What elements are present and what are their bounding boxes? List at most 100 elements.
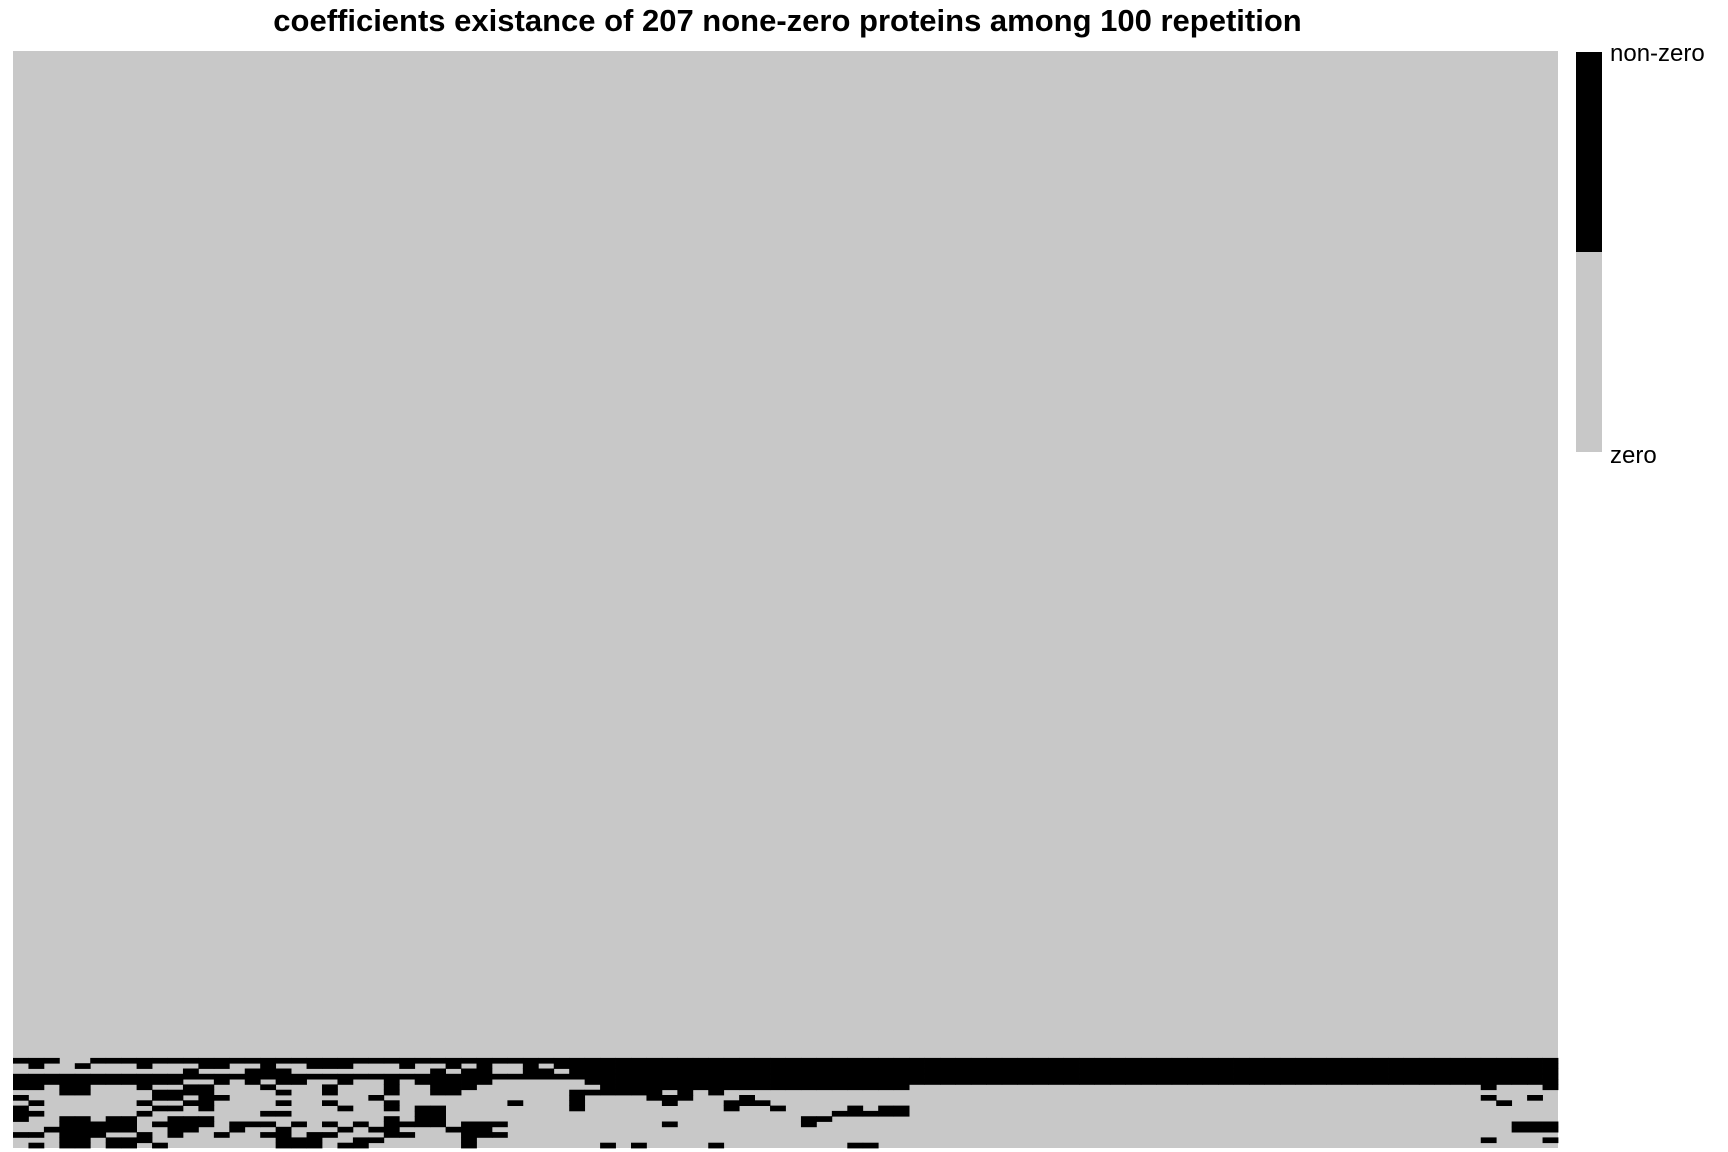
heatmap-cell-non-zero <box>940 1073 956 1080</box>
heatmap-cell-non-zero <box>461 1142 477 1149</box>
heatmap-cell-non-zero <box>816 1063 833 1069</box>
heatmap-cell-non-zero <box>631 1084 647 1091</box>
heatmap-cell-non-zero <box>491 1057 508 1064</box>
heatmap-cell-non-zero <box>1388 1063 1404 1069</box>
heatmap-cell-non-zero <box>476 1068 493 1075</box>
heatmap-cell-non-zero <box>909 1057 925 1064</box>
heatmap-cell-non-zero <box>461 1137 477 1144</box>
heatmap-cell-non-zero <box>862 1063 879 1069</box>
heatmap-cell-non-zero <box>739 1063 755 1069</box>
heatmap-cell-non-zero <box>1449 1057 1466 1064</box>
heatmap-cell-non-zero <box>1063 1079 1080 1085</box>
heatmap-cell-non-zero <box>1001 1057 1018 1064</box>
heatmap-cell-non-zero <box>1511 1121 1528 1128</box>
heatmap-cell-non-zero <box>646 1068 663 1075</box>
heatmap-cell-non-zero <box>1032 1068 1049 1075</box>
heatmap-cell-non-zero <box>121 1121 137 1128</box>
heatmap-cell-non-zero <box>306 1057 323 1064</box>
heatmap-cell-non-zero <box>1480 1084 1497 1091</box>
heatmap-cell-non-zero <box>461 1068 477 1075</box>
heatmap-cell-non-zero <box>167 1095 184 1101</box>
heatmap-cell-non-zero <box>708 1057 725 1064</box>
heatmap-cell-non-zero <box>167 1116 184 1122</box>
heatmap-cell-non-zero <box>1341 1079 1358 1085</box>
heatmap-cell-non-zero <box>105 1073 122 1080</box>
heatmap-cell-non-zero <box>59 1116 76 1122</box>
heatmap-cell-non-zero <box>59 1126 76 1133</box>
heatmap-cell-non-zero <box>90 1126 107 1133</box>
heatmap-cell-non-zero <box>1542 1121 1559 1128</box>
heatmap-cell-non-zero <box>1357 1057 1373 1064</box>
heatmap-cell-non-zero <box>1264 1063 1281 1069</box>
heatmap-cell-non-zero <box>569 1063 586 1069</box>
heatmap-cell-non-zero <box>754 1057 771 1064</box>
chart-title: coefficients existance of 207 none-zero … <box>273 3 1302 38</box>
heatmap-cell-non-zero <box>1418 1073 1435 1080</box>
heatmap-cell-non-zero <box>646 1089 663 1096</box>
heatmap-cell-non-zero <box>28 1142 45 1149</box>
heatmap-cell-non-zero <box>213 1057 230 1064</box>
heatmap-cell-non-zero <box>646 1084 663 1091</box>
heatmap-cell-non-zero <box>893 1105 910 1112</box>
heatmap-cell-non-zero <box>368 1137 385 1144</box>
heatmap-cell-non-zero <box>1449 1068 1466 1075</box>
heatmap-cell-non-zero <box>754 1100 771 1106</box>
heatmap-cell-non-zero <box>970 1068 987 1075</box>
heatmap-cell-non-zero <box>584 1089 601 1096</box>
heatmap-cell-non-zero <box>136 1110 153 1117</box>
heatmap-cell-non-zero <box>600 1073 616 1080</box>
heatmap-cell-non-zero <box>491 1121 508 1128</box>
heatmap-cell-non-zero <box>430 1073 446 1080</box>
heatmap-cell-non-zero <box>631 1142 647 1149</box>
heatmap-cell-non-zero <box>198 1116 215 1122</box>
heatmap-cell-non-zero <box>1264 1057 1281 1064</box>
heatmap-cell-non-zero <box>1233 1079 1250 1085</box>
heatmap-cell-non-zero <box>244 1073 261 1080</box>
heatmap-cell-non-zero <box>1480 1095 1497 1101</box>
heatmap-cell-non-zero <box>1218 1063 1234 1069</box>
heatmap-cell-non-zero <box>1527 1079 1543 1085</box>
heatmap-cell-non-zero <box>74 1063 91 1069</box>
heatmap-cell-non-zero <box>739 1079 755 1085</box>
heatmap-cell-non-zero <box>383 1084 400 1091</box>
heatmap-cell-non-zero <box>507 1073 524 1080</box>
heatmap-cell-non-zero <box>1527 1068 1543 1075</box>
heatmap-cell-non-zero <box>74 1073 91 1080</box>
heatmap-cell-non-zero <box>136 1073 153 1080</box>
heatmap-cell-non-zero <box>275 1079 292 1085</box>
heatmap-cell-non-zero <box>800 1121 817 1128</box>
heatmap-cell-non-zero <box>1527 1121 1543 1128</box>
heatmap-cell-non-zero <box>383 1057 400 1064</box>
heatmap-cell-non-zero <box>1187 1079 1204 1085</box>
heatmap-cell-non-zero <box>1403 1063 1420 1069</box>
heatmap-cell-non-zero <box>275 1089 292 1096</box>
heatmap-cell-non-zero <box>105 1116 122 1122</box>
heatmap-cell-non-zero <box>986 1068 1003 1075</box>
heatmap-cell-non-zero <box>631 1073 647 1080</box>
heatmap-cell-non-zero <box>1388 1079 1404 1085</box>
heatmap-cell-non-zero <box>1341 1063 1358 1069</box>
heatmap-cell-non-zero <box>182 1084 199 1091</box>
heatmap-cell-non-zero <box>584 1079 601 1085</box>
heatmap-cell-non-zero <box>831 1068 848 1075</box>
heatmap-cell-non-zero <box>337 1142 354 1149</box>
heatmap-cell-non-zero <box>213 1063 230 1069</box>
heatmap-cell-non-zero <box>1496 1063 1513 1069</box>
heatmap-cell-non-zero <box>800 1057 817 1064</box>
heatmap-cell-non-zero <box>909 1073 925 1080</box>
heatmap-cell-non-zero <box>136 1063 153 1069</box>
heatmap-cell-non-zero <box>615 1068 632 1075</box>
heatmap-cell-non-zero <box>399 1121 416 1128</box>
heatmap-cell-non-zero <box>1295 1057 1312 1064</box>
heatmap-cell-non-zero <box>1542 1068 1559 1075</box>
heatmap-cell-non-zero <box>924 1068 941 1075</box>
heatmap-cell-non-zero <box>1388 1068 1404 1075</box>
heatmap-cell-non-zero <box>1388 1073 1404 1080</box>
heatmap-cell-non-zero <box>1480 1068 1497 1075</box>
heatmap-cell-non-zero <box>383 1089 400 1096</box>
heatmap-cell-non-zero <box>677 1089 694 1096</box>
heatmap-cell-non-zero <box>615 1079 632 1085</box>
heatmap-cell-non-zero <box>13 1095 29 1101</box>
legend-swatch-zero <box>1576 252 1602 452</box>
